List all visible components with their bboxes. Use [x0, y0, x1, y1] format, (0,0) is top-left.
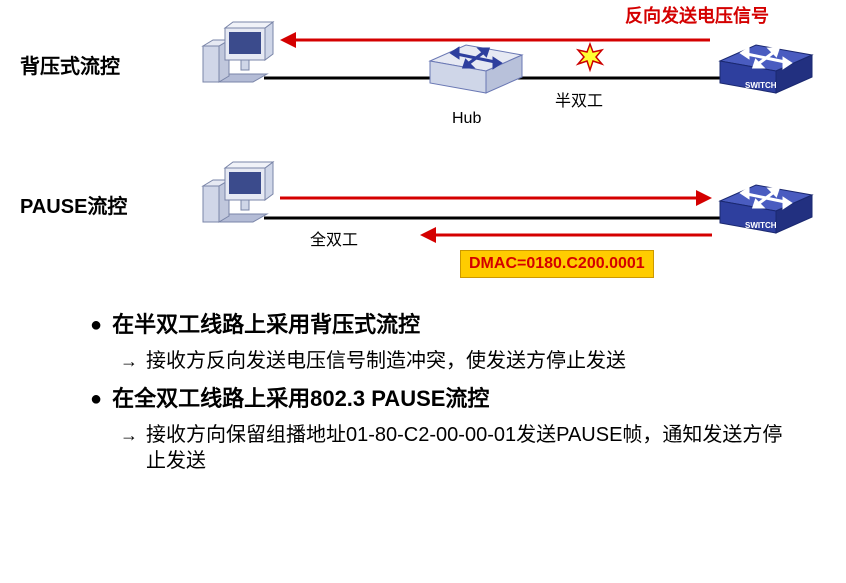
- pc-icon-2: [203, 162, 273, 222]
- red-arrow-right-head: [696, 190, 712, 206]
- bullet-dot: ●: [90, 310, 102, 340]
- bullet-1-text: 在半双工线路上采用背压式流控: [112, 310, 420, 340]
- hub-icon: [430, 45, 522, 93]
- bullet-1-sub-text: 接收方反向发送电压信号制造冲突，使发送方停止发送: [146, 348, 626, 374]
- bullet-1: ● 在半双工线路上采用背压式流控: [90, 310, 786, 340]
- bullet-2-text: 在全双工线路上采用802.3 PAUSE流控: [112, 384, 489, 414]
- switch-icon-1: [720, 45, 812, 93]
- bullet-2-sub: → 接收方向保留组播地址01-80-C2-00-00-01发送PAUSE帧，通知…: [120, 422, 786, 474]
- bullet-2: ● 在全双工线路上采用802.3 PAUSE流控: [90, 384, 786, 414]
- arrow-icon: →: [120, 422, 138, 448]
- diagram-area: 背压式流控 反向发送电压信号 PAUSE流控 Hub 半双工 全双工 DMAC=…: [0, 0, 846, 300]
- arrow-icon: →: [120, 348, 138, 374]
- bullet-dot: ●: [90, 384, 102, 414]
- bullet-1-sub: → 接收方反向发送电压信号制造冲突，使发送方停止发送: [120, 348, 786, 374]
- red-arrow-1-head: [280, 32, 296, 48]
- switch-icon-2: [720, 185, 812, 233]
- diagram-svg: SWITCH: [0, 0, 846, 300]
- red-arrow-left-head: [420, 227, 436, 243]
- pc-icon-1: [203, 22, 273, 82]
- collision-star-icon: [578, 44, 602, 70]
- text-block: ● 在半双工线路上采用背压式流控 → 接收方反向发送电压信号制造冲突，使发送方停…: [0, 300, 846, 494]
- bullet-2-sub-text: 接收方向保留组播地址01-80-C2-00-00-01发送PAUSE帧，通知发送…: [146, 422, 786, 474]
